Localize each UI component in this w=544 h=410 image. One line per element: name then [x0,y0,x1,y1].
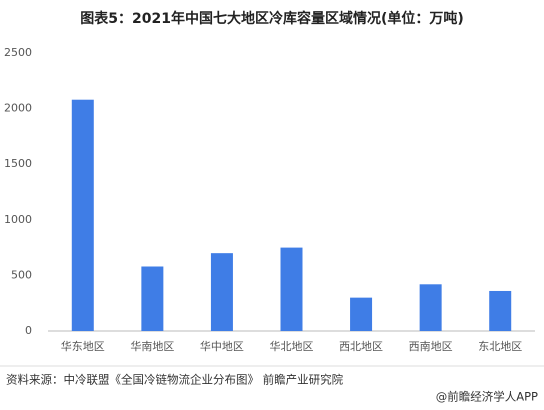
y-tick-label: 0 [25,324,32,337]
chart-title: 图表5：2021年中国七大地区冷库容量区域情况(单位：万吨) [80,10,464,27]
x-tick-label: 东北地区 [478,340,522,353]
x-tick-label: 华南地区 [130,339,174,353]
y-tick-label: 500 [11,268,32,281]
y-tick-label: 1500 [4,157,32,170]
x-tick-label: 华北地区 [270,339,314,353]
bar [419,284,442,331]
x-tick-label: 华东地区 [61,339,105,353]
y-tick-label: 2500 [4,46,32,59]
bar [141,266,164,331]
bar [350,297,373,331]
y-tick-label: 1000 [4,213,32,226]
x-tick-label: 西北地区 [339,340,383,353]
bar [210,253,233,331]
bar [489,290,512,331]
x-tick-label: 西南地区 [409,340,453,353]
source: 资料来源：中冷联盟《全国冷链物流企业分布图》 前瞻产业研究院 [6,373,344,387]
bar [280,247,303,331]
y-tick-label: 2000 [4,102,32,115]
footer: @前瞻经济学人APP [436,390,538,404]
x-tick-label: 华中地区 [200,339,244,353]
bar [71,99,94,331]
